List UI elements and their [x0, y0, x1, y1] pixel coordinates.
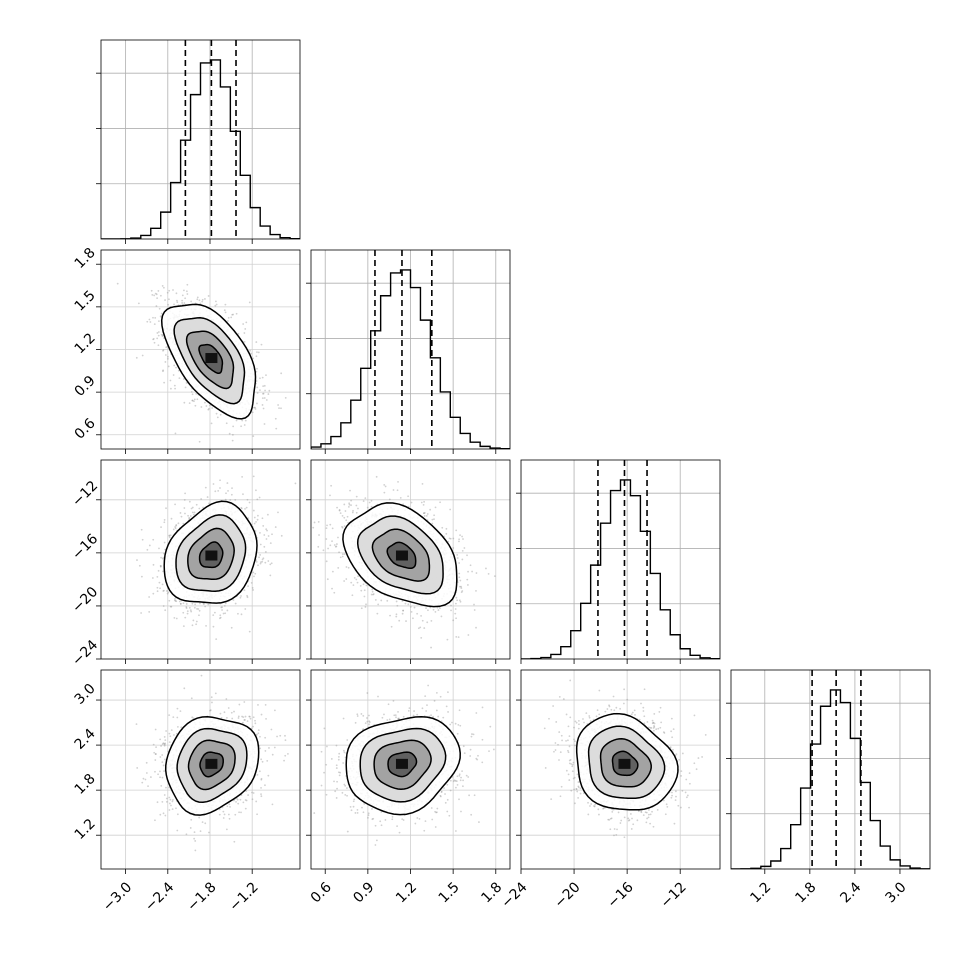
contour-line [163, 500, 258, 604]
x-tick-label: −16 [605, 879, 637, 911]
y-tick-label: 1.5 [72, 288, 99, 315]
x-tick-label: 1.2 [393, 879, 420, 906]
y-tick-label: 3.0 [72, 681, 99, 708]
contour-line [173, 317, 246, 405]
contour-line [356, 515, 444, 595]
contour-line [359, 727, 447, 803]
x-tick-label: −12 [658, 879, 690, 911]
y-tick-label: 1.8 [72, 771, 99, 798]
contour-line [164, 716, 260, 816]
density-peak [205, 353, 218, 364]
y-tick-label: 1.2 [72, 816, 99, 843]
x-tick-label: 3.0 [883, 879, 910, 906]
histogram-panel-2 [516, 459, 721, 664]
contour-line [371, 528, 431, 582]
axes-frame [100, 39, 301, 240]
contour-line [387, 751, 418, 778]
contour-line [199, 751, 224, 778]
axes-frame [100, 669, 301, 870]
scatter-panel-2-0: −24 −20 −16 −12 [69, 459, 301, 669]
density-peak [205, 550, 218, 561]
x-tick-label: −2.4 [142, 879, 177, 914]
x-tick-label: 1.8 [792, 879, 819, 906]
histogram-2 [521, 479, 720, 659]
contour-line [587, 725, 666, 800]
scatter-panel-3-1: 0.6 0.9 1.2 1.5 1.8 [306, 669, 511, 906]
histogram-3 [731, 689, 930, 869]
histogram-panel-1 [306, 249, 511, 454]
y-tick-label: 0.6 [72, 415, 99, 442]
contour-line [345, 715, 461, 816]
y-tick-label: 1.2 [72, 330, 99, 357]
y-tick-label: −20 [69, 584, 101, 616]
x-tick-label: 1.5 [436, 879, 463, 906]
density-peak [395, 758, 408, 769]
scatter-panel-1-0: 0.6 0.9 1.2 1.5 1.8 [72, 245, 301, 454]
contour-line [386, 541, 417, 570]
histogram-panel-0 [96, 39, 301, 244]
scatter-panel-2-1 [306, 459, 511, 664]
x-tick-label: −1.2 [226, 879, 261, 914]
x-tick-label: −3.0 [100, 879, 135, 914]
contour-line [373, 739, 432, 790]
axes-frame [730, 669, 931, 870]
x-tick-label: 2.4 [837, 879, 864, 906]
x-tick-label: 0.9 [350, 879, 377, 906]
axes-frame [100, 459, 301, 660]
contour-line [175, 514, 247, 592]
axes-frame [520, 669, 721, 870]
x-tick-label: 0.6 [308, 879, 335, 906]
contour-line [187, 527, 235, 581]
x-tick-label: 1.2 [747, 879, 774, 906]
contour-line [160, 303, 257, 420]
histogram-0 [101, 59, 300, 239]
y-tick-label: −24 [69, 637, 101, 669]
histogram-1 [311, 269, 510, 449]
y-tick-label: 1.8 [72, 245, 99, 272]
y-tick-label: 2.4 [72, 726, 99, 753]
contour-line [342, 502, 458, 608]
contour-line [599, 738, 652, 788]
y-tick-label: 0.9 [72, 373, 99, 400]
contour-line [185, 330, 235, 390]
contour-line [176, 727, 248, 804]
contour-line [611, 750, 639, 777]
density-peak [395, 550, 408, 561]
histogram-panel-3: 1.2 1.8 2.4 3.0 [726, 669, 931, 906]
contour-line [198, 343, 224, 374]
x-tick-label: −24 [498, 879, 530, 911]
x-tick-label: −20 [551, 879, 583, 911]
y-tick-label: −16 [69, 531, 101, 563]
density-peak [205, 758, 218, 769]
contour-line [575, 712, 679, 811]
contour-line [187, 739, 236, 791]
density-peak [618, 758, 631, 769]
contour-line [198, 541, 224, 569]
scatter-panel-3-0: −3.0 −2.4 −1.8 −1.2 1.2 1.8 2.4 3.0 [72, 669, 301, 915]
x-tick-label: −1.8 [184, 879, 219, 914]
axes-frame [520, 459, 721, 660]
y-tick-label: −12 [69, 478, 101, 510]
scatter-panel-3-2: −24 −20 −16 −12 [498, 669, 721, 912]
